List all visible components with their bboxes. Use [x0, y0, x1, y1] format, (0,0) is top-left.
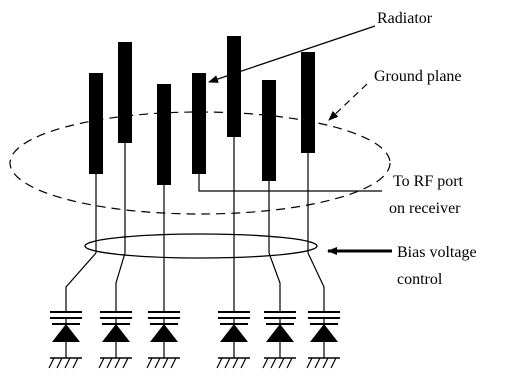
- diode-1: [48, 311, 82, 369]
- diode-2: [98, 311, 132, 369]
- rf-port-label-line2: on receiver: [389, 200, 461, 217]
- diode-4: [216, 311, 250, 369]
- diode-6: [306, 311, 340, 369]
- diode-5: [262, 311, 296, 369]
- ground-plane-arrow: [328, 83, 368, 121]
- radiator-bar-6: [262, 80, 276, 181]
- radiator-label: Radiator: [377, 10, 433, 27]
- bias-label-line2: control: [397, 271, 443, 288]
- ground-plane-ellipse: [9, 111, 391, 215]
- callout-arrows: [208, 25, 392, 255]
- diode-leads: [65, 252, 325, 312]
- feed-wires: [95, 137, 382, 253]
- radiator-bar-2: [118, 42, 132, 143]
- diodes: [48, 311, 340, 369]
- bias-control-ring: [84, 233, 318, 259]
- radiator-bar-1: [89, 73, 103, 174]
- bias-label-line1: Bias voltage: [397, 244, 477, 261]
- diode-3: [146, 311, 180, 369]
- radiator-bar-4: [192, 73, 206, 174]
- radiators: [89, 36, 315, 185]
- radiator-arrow: [208, 25, 376, 83]
- radiator-bar-7: [301, 52, 315, 153]
- rf-port-label-line1: To RF port: [393, 173, 464, 190]
- radiator-bar-5: [227, 36, 241, 137]
- ground-plane-label: Ground plane: [374, 68, 462, 85]
- radiator-bar-3: [157, 84, 171, 185]
